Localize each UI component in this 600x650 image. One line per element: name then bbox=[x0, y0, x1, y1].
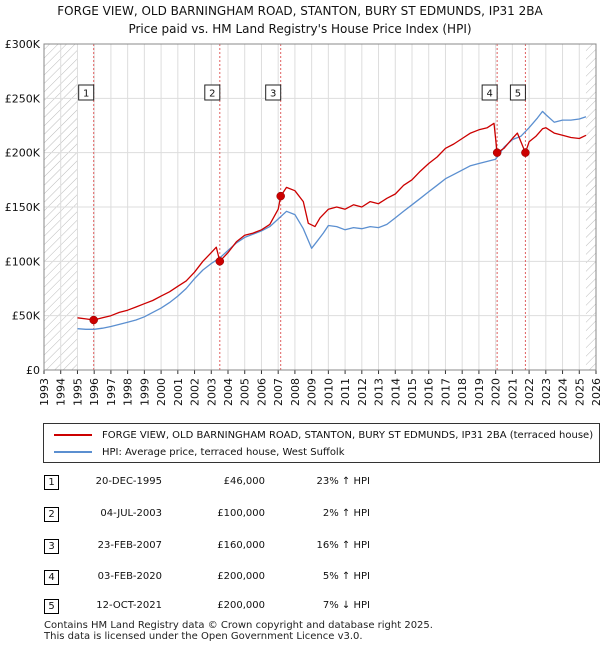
table-row: 1 20-DEC-1995 £46,000 23% ↑ HPI bbox=[0, 473, 600, 493]
x-tick-label: 2025 bbox=[573, 378, 586, 406]
x-tick-label: 1997 bbox=[105, 378, 118, 406]
x-tick-label: 2013 bbox=[373, 378, 386, 406]
footer: Contains HM Land Registry data © Crown c… bbox=[44, 620, 433, 642]
sale-date: 03-FEB-2020 bbox=[97, 571, 162, 582]
x-tick-label: 2002 bbox=[189, 378, 202, 406]
property-price-line bbox=[77, 122, 587, 321]
x-tick-label: 1999 bbox=[138, 378, 151, 406]
sale-price: £200,000 bbox=[217, 600, 265, 611]
sale-number: 4 bbox=[44, 570, 59, 585]
sale-hpi-diff: 5% ↑ HPI bbox=[322, 571, 370, 582]
x-tick-label: 2006 bbox=[255, 378, 268, 406]
x-tick-label: 2000 bbox=[155, 378, 168, 406]
sale-number: 5 bbox=[44, 599, 59, 614]
x-tick-label: 2010 bbox=[322, 378, 335, 406]
y-tick-label: £100K bbox=[5, 255, 41, 268]
x-tick-label: 2009 bbox=[306, 378, 319, 406]
sale-hpi-diff: 16% ↑ HPI bbox=[316, 540, 370, 551]
x-tick-label: 2007 bbox=[272, 378, 285, 406]
legend-item-hpi: HPI: Average price, terraced house, West… bbox=[54, 444, 345, 460]
sale-price: £46,000 bbox=[223, 476, 265, 487]
legend-item-property: FORGE VIEW, OLD BARNINGHAM ROAD, STANTON… bbox=[54, 427, 593, 443]
sale-point bbox=[521, 148, 530, 157]
legend: FORGE VIEW, OLD BARNINGHAM ROAD, STANTON… bbox=[43, 423, 600, 463]
x-tick-label: 2012 bbox=[356, 378, 369, 406]
plot-border bbox=[43, 43, 597, 371]
x-tick-label: 2015 bbox=[406, 378, 419, 406]
x-tick-label: 2023 bbox=[540, 378, 553, 406]
legend-swatch-property bbox=[54, 434, 92, 436]
x-tick-label: 2021 bbox=[506, 378, 519, 406]
sale-label-number: 4 bbox=[486, 89, 492, 100]
x-tick-label: 2018 bbox=[456, 378, 469, 406]
sale-label-box bbox=[509, 84, 526, 101]
sale-label-number: 1 bbox=[83, 89, 89, 100]
chart-title: FORGE VIEW, OLD BARNINGHAM ROAD, STANTON… bbox=[0, 2, 600, 38]
x-tick-label: 2019 bbox=[473, 378, 486, 406]
legend-label-property: FORGE VIEW, OLD BARNINGHAM ROAD, STANTON… bbox=[102, 429, 594, 441]
y-tick-label: £300K bbox=[5, 38, 41, 51]
y-tick-label: £150K bbox=[5, 201, 41, 214]
x-tick-label: 2003 bbox=[205, 378, 218, 406]
sale-number: 3 bbox=[44, 539, 59, 554]
sale-hpi-diff: 7% ↓ HPI bbox=[322, 600, 370, 611]
x-tick-label: 1994 bbox=[55, 378, 68, 406]
x-tick-label: 2024 bbox=[557, 378, 570, 406]
x-tick-label: 2014 bbox=[389, 378, 402, 406]
sale-price: £200,000 bbox=[217, 571, 265, 582]
table-row: 5 12-OCT-2021 £200,000 7% ↓ HPI bbox=[0, 597, 600, 617]
sale-point bbox=[492, 148, 502, 157]
x-tick-label: 2001 bbox=[172, 378, 185, 406]
sale-number: 2 bbox=[44, 507, 59, 522]
x-tick-label: 1998 bbox=[122, 378, 135, 406]
x-tick-label: 2022 bbox=[523, 378, 536, 406]
sale-point bbox=[276, 191, 285, 201]
legend-label-hpi: HPI: Average price, terraced house, West… bbox=[102, 446, 345, 458]
sale-date: 20-DEC-1995 bbox=[95, 476, 162, 487]
sale-price: £100,000 bbox=[217, 508, 265, 519]
sale-label-box bbox=[265, 84, 282, 101]
sale-label-box bbox=[78, 84, 95, 101]
x-tick-label: 2016 bbox=[423, 378, 436, 406]
y-tick-label: £250K bbox=[5, 92, 41, 105]
x-tick-label: 2004 bbox=[222, 378, 235, 406]
title-line-2: Price paid vs. HM Land Registry's House … bbox=[128, 22, 472, 36]
x-tick-label: 2011 bbox=[339, 378, 352, 406]
sale-point bbox=[215, 257, 225, 266]
x-tick-label: 1995 bbox=[71, 378, 84, 406]
sale-date: 12-OCT-2021 bbox=[96, 600, 162, 611]
sale-date: 04-JUL-2003 bbox=[100, 508, 162, 519]
title-line-1: FORGE VIEW, OLD BARNINGHAM ROAD, STANTON… bbox=[57, 4, 543, 18]
sale-hpi-diff: 2% ↑ HPI bbox=[322, 508, 370, 519]
sale-number: 1 bbox=[44, 475, 59, 490]
footer-license: This data is licensed under the Open Gov… bbox=[44, 631, 363, 642]
table-row: 4 03-FEB-2020 £200,000 5% ↑ HPI bbox=[0, 568, 600, 588]
table-row: 3 23-FEB-2007 £160,000 16% ↑ HPI bbox=[0, 537, 600, 557]
legend-swatch-hpi bbox=[54, 451, 92, 453]
x-tick-label: 2020 bbox=[490, 378, 503, 406]
sale-hpi-diff: 23% ↑ HPI bbox=[316, 476, 370, 487]
y-tick-label: £200K bbox=[5, 147, 41, 160]
x-tick-label: 2008 bbox=[289, 378, 302, 406]
sale-date: 23-FEB-2007 bbox=[97, 540, 162, 551]
x-tick-label: 1993 bbox=[38, 378, 51, 406]
y-tick-label: £0 bbox=[26, 364, 40, 377]
y-tick-label: £50K bbox=[12, 310, 41, 323]
sale-label-number: 3 bbox=[270, 89, 276, 100]
table-row: 2 04-JUL-2003 £100,000 2% ↑ HPI bbox=[0, 505, 600, 525]
sale-price: £160,000 bbox=[217, 540, 265, 551]
sale-label-number: 5 bbox=[515, 89, 521, 100]
x-tick-label: 2005 bbox=[239, 378, 252, 406]
x-tick-label: 2026 bbox=[590, 378, 600, 406]
sale-label-box bbox=[481, 84, 498, 101]
x-tick-label: 2017 bbox=[439, 378, 452, 406]
sale-label-box bbox=[204, 84, 221, 101]
footer-copyright: Contains HM Land Registry data © Crown c… bbox=[44, 620, 433, 631]
sale-point bbox=[89, 315, 98, 325]
x-tick-label: 1996 bbox=[88, 378, 101, 406]
sale-label-number: 2 bbox=[209, 89, 215, 100]
